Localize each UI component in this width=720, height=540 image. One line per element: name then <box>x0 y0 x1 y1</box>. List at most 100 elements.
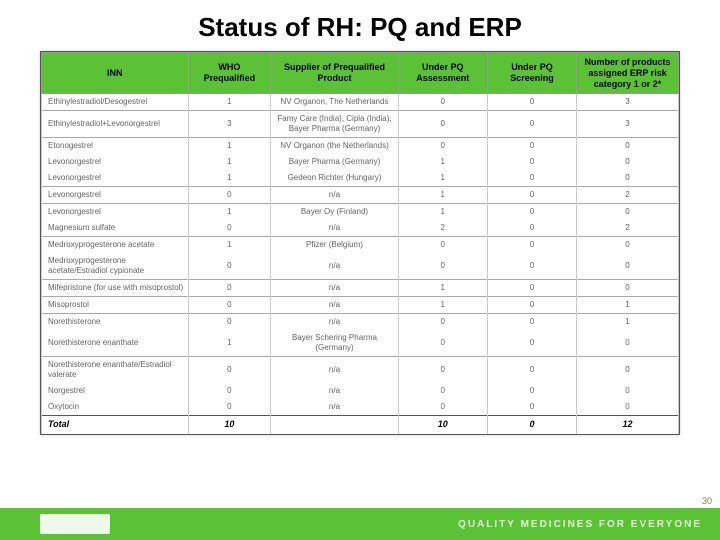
cell-pq: 0 <box>398 237 487 254</box>
cell-sup: Pfizer (Belgium) <box>271 237 398 254</box>
cell-sup: Bayer Oy (Finland) <box>271 204 398 221</box>
cell-sup: NV Organon, The Netherlands <box>271 94 398 111</box>
cell-scr: 0 <box>487 399 576 416</box>
cell-scr: 0 <box>487 297 576 314</box>
cell-pq: 1 <box>398 297 487 314</box>
cell-who: 0 <box>188 399 271 416</box>
cell-inn: Medroxyprogesterone acetate/Estradiol cy… <box>42 253 189 280</box>
cell-scr: 0 <box>487 314 576 331</box>
cell-scr: 0 <box>487 253 576 280</box>
table-row: Levonorgestrel1Bayer Oy (Finland)100 <box>42 204 679 221</box>
cell-pq: 1 <box>398 280 487 297</box>
cell-erp: 2 <box>577 220 679 237</box>
cell-who: 0 <box>188 280 271 297</box>
cell-scr: 0 <box>487 357 576 384</box>
cell-sup: Gedeon Richter (Hungary) <box>271 170 398 187</box>
table-row: Norgestrel0n/a000 <box>42 383 679 399</box>
total-pq: 10 <box>398 416 487 434</box>
cell-sup: n/a <box>271 187 398 204</box>
cell-pq: 0 <box>398 383 487 399</box>
total-scr: 0 <box>487 416 576 434</box>
total-sup <box>271 416 398 434</box>
cell-who: 1 <box>188 330 271 357</box>
table-row: Magnesium sulfate0n/a202 <box>42 220 679 237</box>
cell-sup: n/a <box>271 280 398 297</box>
cell-pq: 2 <box>398 220 487 237</box>
table-row: Medroxyprogesterone acetate/Estradiol cy… <box>42 253 679 280</box>
table-row: Norethisterone enanthate1Bayer Schering … <box>42 330 679 357</box>
cell-inn: Levonorgestrel <box>42 170 189 187</box>
table-row: Ethinylestradiol/Desogestrel1NV Organon,… <box>42 94 679 111</box>
table-row: Oxytocin0n/a000 <box>42 399 679 416</box>
cell-scr: 0 <box>487 187 576 204</box>
cell-inn: Norethisterone <box>42 314 189 331</box>
cell-sup: n/a <box>271 297 398 314</box>
cell-inn: Levonorgestrel <box>42 154 189 170</box>
cell-who: 1 <box>188 204 271 221</box>
total-row: Total1010012 <box>42 416 679 434</box>
cell-scr: 0 <box>487 94 576 111</box>
cell-sup: Bayer Schering Pharma (Germany) <box>271 330 398 357</box>
cell-pq: 1 <box>398 170 487 187</box>
col-inn: INN <box>42 53 189 94</box>
cell-erp: 1 <box>577 297 679 314</box>
cell-inn: Levonorgestrel <box>42 204 189 221</box>
status-table-container: INN WHO Prequalified Supplier of Prequal… <box>40 51 680 435</box>
cell-inn: Oxytocin <box>42 399 189 416</box>
total-inn: Total <box>42 416 189 434</box>
cell-inn: Levonorgestrel <box>42 187 189 204</box>
cell-erp: 0 <box>577 170 679 187</box>
cell-who: 0 <box>188 357 271 384</box>
cell-sup: n/a <box>271 383 398 399</box>
cell-erp: 0 <box>577 138 679 155</box>
table-row: Levonorgestrel0n/a102 <box>42 187 679 204</box>
cell-inn: Ethinylestradiol/Desogestrel <box>42 94 189 111</box>
cell-scr: 0 <box>487 154 576 170</box>
cell-pq: 0 <box>398 399 487 416</box>
cell-erp: 0 <box>577 154 679 170</box>
total-who: 10 <box>188 416 271 434</box>
cell-pq: 0 <box>398 253 487 280</box>
cell-who: 1 <box>188 237 271 254</box>
cell-erp: 3 <box>577 94 679 111</box>
table-row: Mifepristone (for use with misoprostol)0… <box>42 280 679 297</box>
table-row: Etonogestrel1NV Organon (the Netherlands… <box>42 138 679 155</box>
table-row: Ethinylestradiol+Levonorgestrel3Famy Car… <box>42 111 679 138</box>
cell-inn: Misoprostol <box>42 297 189 314</box>
table-head: INN WHO Prequalified Supplier of Prequal… <box>42 53 679 94</box>
cell-inn: Magnesium sulfate <box>42 220 189 237</box>
cell-erp: 3 <box>577 111 679 138</box>
cell-scr: 0 <box>487 111 576 138</box>
cell-scr: 0 <box>487 330 576 357</box>
cell-erp: 0 <box>577 330 679 357</box>
cell-sup: n/a <box>271 357 398 384</box>
cell-who: 0 <box>188 253 271 280</box>
cell-who: 1 <box>188 170 271 187</box>
cell-sup: Bayer Pharma (Germany) <box>271 154 398 170</box>
table-row: Norethisterone0n/a001 <box>42 314 679 331</box>
table-row: Norethisterone enanthate/Estradiol valer… <box>42 357 679 384</box>
table-row: Levonorgestrel1Gedeon Richter (Hungary)1… <box>42 170 679 187</box>
page-title: Status of RH: PQ and ERP <box>0 0 720 51</box>
cell-sup: n/a <box>271 399 398 416</box>
cell-pq: 0 <box>398 357 487 384</box>
cell-inn: Norgestrel <box>42 383 189 399</box>
cell-pq: 0 <box>398 94 487 111</box>
cell-who: 0 <box>188 220 271 237</box>
col-pq-screen: Under PQ Screening <box>487 53 576 94</box>
cell-scr: 0 <box>487 170 576 187</box>
footer-tagline: QUALITY MEDICINES FOR EVERYONE <box>458 519 702 530</box>
cell-erp: 0 <box>577 357 679 384</box>
cell-pq: 1 <box>398 187 487 204</box>
col-erp: Number of products assigned ERP risk cat… <box>577 53 679 94</box>
cell-erp: 1 <box>577 314 679 331</box>
cell-erp: 0 <box>577 204 679 221</box>
cell-scr: 0 <box>487 280 576 297</box>
cell-scr: 0 <box>487 383 576 399</box>
cell-scr: 0 <box>487 220 576 237</box>
cell-inn: Etonogestrel <box>42 138 189 155</box>
cell-sup: n/a <box>271 253 398 280</box>
cell-pq: 0 <box>398 314 487 331</box>
cell-inn: Ethinylestradiol+Levonorgestrel <box>42 111 189 138</box>
cell-sup: n/a <box>271 220 398 237</box>
